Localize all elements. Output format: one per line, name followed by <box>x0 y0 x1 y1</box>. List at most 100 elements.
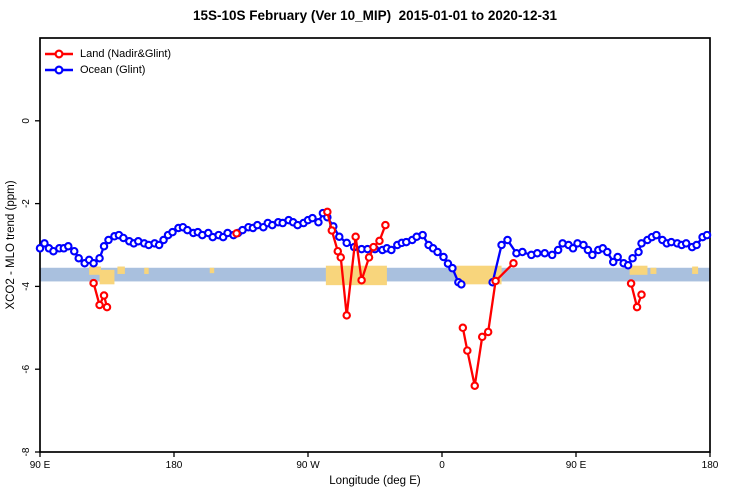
y-tick-label: -8 <box>21 447 32 456</box>
legend-label-land: Land (Nadir&Glint) <box>80 48 172 60</box>
ocean-data-point <box>418 230 427 240</box>
ocean-data-point <box>533 249 542 258</box>
ocean-data-point <box>433 247 442 257</box>
land-data-point <box>351 232 360 241</box>
ocean-data-point <box>623 261 633 270</box>
land-data-point <box>509 258 518 268</box>
chart-legend: Land (Nadir&Glint) Ocean (Glint) <box>44 46 171 78</box>
ocean-data-point <box>503 235 512 245</box>
ocean-data-point <box>154 240 164 250</box>
x-tick-label: 180 <box>702 460 719 471</box>
land-data-point <box>95 300 104 310</box>
ocean-data-point <box>613 252 622 262</box>
ocean-data-point <box>40 239 49 248</box>
land-data-point <box>323 207 332 217</box>
y-axis-title: XCO2 - MLO trend (ppm) <box>5 180 17 309</box>
highlight-patch <box>209 267 215 274</box>
ocean-data-point <box>583 245 593 255</box>
highlight-patch <box>99 269 115 285</box>
ocean-data-point <box>89 258 98 268</box>
ocean-series-legend-icon <box>45 65 73 75</box>
land-data-point <box>102 302 112 312</box>
x-axis-title: Longitude (deg E) <box>329 475 421 487</box>
ocean-data-point <box>608 257 618 267</box>
legend-label-ocean: Ocean (Glint) <box>80 64 146 76</box>
land-data-point <box>637 290 646 299</box>
land-data-point <box>470 381 480 391</box>
land-data-point <box>381 220 390 230</box>
highlight-patch <box>144 267 149 274</box>
ocean-data-point <box>588 250 597 260</box>
ocean-data-point <box>64 241 73 251</box>
y-tick-label: -4 <box>21 282 32 291</box>
land-data-point <box>458 323 468 333</box>
land-data-point <box>491 276 500 286</box>
ocean-data-point <box>497 240 506 250</box>
ocean-data-point <box>681 239 691 248</box>
land-data-point <box>626 279 636 288</box>
ocean-data-point <box>104 235 113 245</box>
x-tick-label: 90 E <box>566 460 587 471</box>
ocean-data-point <box>568 244 578 253</box>
land-data-point <box>89 278 98 288</box>
ocean-data-point <box>387 245 396 255</box>
highlight-patch <box>692 266 699 274</box>
land-data-point <box>477 332 487 342</box>
y-tick-label: 0 <box>21 118 32 124</box>
ocean-data-point <box>69 246 79 256</box>
ocean-data-point <box>603 247 612 257</box>
ocean-data-point <box>342 238 351 248</box>
ocean-data-point <box>159 235 168 245</box>
x-tick-label: 0 <box>439 460 445 471</box>
ocean-data-point <box>540 249 549 258</box>
highlight-patch <box>117 266 125 274</box>
ocean-data-point <box>652 230 661 240</box>
ocean-data-point <box>637 239 646 248</box>
x-tick-label: 90 E <box>30 460 51 471</box>
ocean-data-point <box>579 240 588 250</box>
land-data-point <box>632 302 642 312</box>
legend-item-ocean: Ocean (Glint) <box>44 62 171 78</box>
ocean-data-point <box>448 263 457 273</box>
ocean-data-point <box>314 217 323 227</box>
highlight-patch <box>89 266 102 275</box>
ocean-data-point <box>702 230 712 240</box>
land-data-point <box>375 236 384 246</box>
y-tick-label: -6 <box>21 364 32 373</box>
land-series-legend-icon <box>45 49 73 59</box>
x-tick-label: 180 <box>166 460 183 471</box>
ocean-data-point <box>439 252 448 262</box>
ocean-data-point <box>308 213 317 223</box>
land-data-point <box>232 229 241 238</box>
land-data-point <box>483 327 493 337</box>
ocean-data-point <box>518 247 527 257</box>
land-data-point <box>357 275 366 285</box>
ocean-data-point <box>99 241 109 251</box>
land-series-line <box>92 281 109 309</box>
land-data-point <box>336 253 346 262</box>
highlight-patch <box>325 265 387 286</box>
land-data-point <box>327 226 337 235</box>
chart-title: 15S-10S February (Ver 10_MIP) 2015-01-01… <box>193 8 557 23</box>
ocean-data-point <box>119 233 128 243</box>
ocean-data-point <box>335 232 344 241</box>
land-data-point <box>364 253 374 262</box>
land-data-point <box>369 242 378 252</box>
land-data-point <box>342 311 351 320</box>
ocean-data-point <box>692 240 701 250</box>
ocean-data-point <box>168 227 177 237</box>
ocean-data-point <box>74 253 83 263</box>
ocean-data-point <box>457 280 466 289</box>
ocean-data-point <box>628 253 637 263</box>
highlight-patch <box>629 265 648 275</box>
land-data-point <box>99 291 109 300</box>
ocean-data-point <box>35 244 45 253</box>
ocean-data-point <box>634 247 643 257</box>
ocean-data-point <box>547 250 557 260</box>
legend-item-land: Land (Nadir&Glint) <box>44 46 171 62</box>
land-data-point <box>463 346 472 355</box>
x-tick-label: 90 W <box>296 460 320 471</box>
ocean-data-point <box>95 253 104 263</box>
